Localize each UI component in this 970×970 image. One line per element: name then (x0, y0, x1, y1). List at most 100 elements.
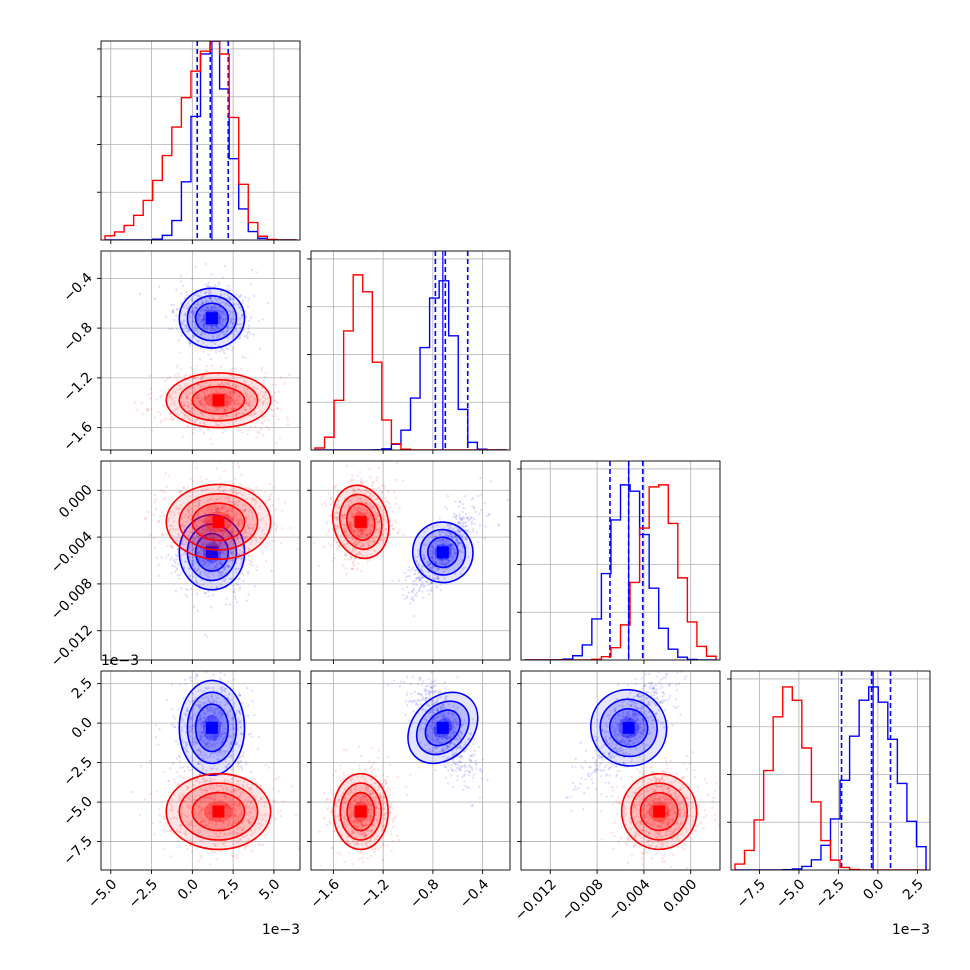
sample-point (230, 540, 234, 543)
sample-point (215, 507, 219, 510)
sample-point (207, 403, 210, 406)
sample-point (246, 517, 249, 521)
sample-point (473, 517, 476, 521)
sample-point (214, 342, 217, 346)
sample-point (180, 587, 183, 590)
sample-point (206, 513, 209, 517)
sample-point (197, 520, 200, 524)
sample-point (261, 318, 264, 321)
sample-point (209, 296, 212, 299)
sample-point (241, 314, 245, 317)
sample-point (263, 491, 266, 494)
sample-point (212, 567, 216, 570)
sample-point (213, 329, 217, 332)
sample-point (221, 276, 225, 279)
sample-point (344, 573, 348, 576)
sample-point (157, 743, 160, 746)
sample-point (209, 526, 212, 529)
sample-point (210, 323, 214, 327)
sample-point (247, 531, 250, 535)
sample-point (192, 312, 195, 315)
sample-point (180, 542, 184, 545)
sample-point (247, 324, 251, 328)
sample-point (207, 394, 211, 397)
sample-point (193, 377, 196, 380)
sample-point (237, 553, 241, 556)
sample-point (208, 400, 212, 403)
sample-point (231, 325, 234, 329)
sample-point (450, 543, 453, 546)
sample-point (246, 433, 250, 436)
sample-point (150, 392, 153, 395)
sample-point (361, 482, 364, 486)
sample-point (178, 490, 181, 493)
sample-point (159, 396, 162, 399)
sample-point (212, 562, 215, 565)
sample-point (261, 552, 265, 555)
sample-point (244, 763, 248, 766)
sample-point (216, 510, 220, 513)
sample-point (411, 599, 415, 603)
sample-point (200, 516, 203, 520)
sample-point (206, 564, 210, 567)
sample-point (186, 404, 189, 407)
sample-point (251, 689, 254, 692)
sample-point (168, 375, 172, 379)
sample-point (265, 426, 269, 429)
sample-point (391, 579, 394, 583)
sample-point (228, 396, 231, 399)
sample-point (215, 390, 218, 394)
sample-point (450, 556, 454, 559)
sample-point (226, 400, 229, 404)
sample-point (412, 588, 416, 592)
sample-point (221, 534, 225, 538)
sample-point (225, 514, 228, 518)
sample-point (208, 309, 211, 313)
sample-point (223, 302, 227, 306)
sample-point (239, 327, 242, 330)
sample-point (225, 406, 228, 409)
sample-point (247, 593, 250, 596)
sample-point (233, 318, 236, 321)
sample-point (220, 550, 223, 553)
sample-point (195, 592, 199, 596)
sample-point (243, 508, 247, 512)
sample-point (215, 391, 219, 394)
sample-point (263, 419, 266, 422)
sample-point (212, 509, 215, 512)
sample-point (191, 559, 195, 563)
sample-point (468, 517, 471, 521)
sample-point (230, 407, 233, 410)
sample-point (371, 482, 374, 485)
sample-point (192, 605, 196, 609)
sample-point (246, 525, 249, 528)
sample-point (446, 531, 450, 534)
sample-point (235, 537, 238, 541)
sample-point (197, 500, 200, 504)
sample-point (441, 544, 444, 547)
sample-point (231, 383, 235, 387)
sample-point (160, 413, 163, 416)
sample-point (207, 281, 211, 284)
sample-point (175, 508, 178, 511)
sample-point (218, 546, 221, 549)
sample-point (155, 556, 158, 559)
sample-point (222, 531, 225, 534)
sample-point (261, 843, 265, 847)
sample-point (428, 562, 431, 565)
sample-point (229, 296, 232, 299)
sample-point (217, 326, 220, 329)
sample-point (221, 324, 224, 327)
sample-point (210, 528, 213, 531)
sample-point (209, 292, 212, 296)
sample-point (218, 477, 221, 480)
sample-point (226, 388, 230, 392)
sample-point (226, 531, 229, 534)
sample-point (184, 547, 188, 550)
sample-point (240, 322, 244, 326)
sample-point (170, 723, 174, 727)
sample-point (217, 423, 221, 427)
sample-point (212, 530, 216, 534)
sample-point (241, 355, 244, 359)
sample-point (223, 333, 226, 336)
